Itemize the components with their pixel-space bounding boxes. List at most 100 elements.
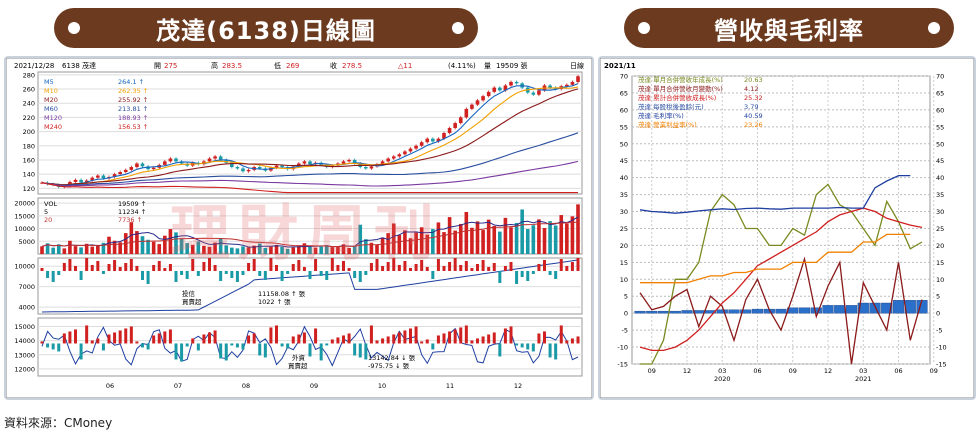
right-chart-title: 營收與毛利率 (714, 16, 864, 45)
trust-net-bar (291, 263, 295, 271)
candle-body (576, 76, 580, 82)
candle-body (514, 81, 519, 84)
foreign-net-bar (129, 326, 133, 344)
volume-legend-value: 11234 ↑ (118, 208, 146, 216)
foreign-net-bar (436, 335, 440, 344)
trust-net-bar (196, 270, 200, 276)
volume-bar (319, 246, 323, 254)
foreign-net-bar (141, 343, 144, 348)
revenue-left-tick-label: 30 (620, 208, 628, 216)
price-tick-label: 240 (23, 100, 35, 108)
trust-net-bar (392, 257, 396, 271)
eps-bar (775, 308, 787, 314)
trust-net-bar (347, 267, 351, 271)
foreign-net-bar (431, 343, 435, 350)
candle-body (369, 166, 374, 169)
price-tick-label: 180 (23, 142, 35, 150)
eps-bar (681, 310, 693, 314)
eps-bar (728, 309, 740, 314)
volume-bar (576, 204, 580, 254)
eps-bar (751, 308, 764, 314)
candle-body (397, 154, 402, 157)
foreign-net-bar (280, 343, 284, 347)
trust-net-bar (515, 270, 519, 284)
foreign-label: 外資 (292, 353, 306, 362)
candle-body (447, 128, 452, 133)
candle-body (537, 90, 541, 95)
daily-x-tick-label: 10 (378, 382, 386, 390)
watermark: 理財周刊 (170, 199, 442, 269)
volume-bar (313, 247, 318, 254)
foreign-net-bar (107, 334, 111, 344)
foreign-net-bar (503, 328, 507, 344)
trust-net-bar (425, 266, 429, 271)
trust-net-bar (129, 258, 133, 271)
trust-net-bar (224, 270, 228, 274)
candle-body (481, 96, 485, 101)
foreign-net-bar (498, 343, 502, 357)
candle-body (129, 167, 134, 170)
volume-bar (358, 224, 363, 254)
volume-bar (285, 248, 290, 254)
foreign-net-bar (319, 343, 323, 361)
volume-bar (157, 244, 162, 254)
foreign-net-bar (57, 343, 61, 352)
revenue-right-tick-label: 45 (936, 157, 944, 165)
price-tick-label: 260 (23, 86, 35, 94)
foreign-net-bar (258, 343, 262, 356)
candle-body (241, 168, 245, 172)
candle-body (230, 162, 234, 168)
trust-net-bar (537, 263, 541, 271)
trust-tick-label: 7000 (18, 283, 35, 291)
ma-legend-value: 255.92 ↑ (118, 96, 148, 104)
open-value: 275 (164, 62, 177, 70)
foreign-net-bar (392, 334, 396, 344)
revenue-right-tick-label: 20 (936, 242, 944, 250)
banner-dot-left (68, 22, 80, 34)
volume-bar (224, 245, 229, 254)
foreign-net-bar (168, 329, 172, 344)
revenue-right-tick-label: 0 (936, 310, 940, 318)
trust-net-bar (325, 270, 329, 280)
revenue-right-tick-label: -5 (936, 327, 942, 335)
volume-bar (542, 228, 547, 254)
foreign-net-bar (68, 331, 72, 344)
candle-body (302, 161, 307, 164)
revenue-left-tick-label: 15 (620, 259, 628, 267)
revenue-legend-name: 茂達 單月合併營收月變動(%) (638, 84, 723, 93)
revenue-legend-name: 茂達 每股稅後盈餘(元) (638, 102, 704, 111)
trust-net-bar (168, 263, 172, 271)
revenue-x-tick-label: 09 (930, 367, 938, 375)
trust-net-bar (503, 265, 507, 271)
trust-net-bar (565, 265, 569, 271)
trust-net-bar (397, 264, 401, 271)
volume-tick-label: 20000 (14, 200, 35, 208)
foreign-net-bar (314, 328, 318, 344)
candle-body (207, 158, 212, 162)
foreign-net-bar (230, 343, 234, 346)
foreign-cumulative-label: 買賣超 (288, 361, 308, 370)
volume-bar (179, 238, 184, 254)
candle-body (475, 100, 480, 105)
daily-x-tick-label: 11 (446, 382, 454, 390)
volume-bar (408, 238, 413, 254)
trust-net-bar (280, 270, 284, 281)
foreign-net-bar (135, 341, 139, 344)
revenue-right-tick-label: 55 (936, 123, 944, 131)
volume-bar (291, 247, 296, 254)
candle-body (425, 138, 430, 143)
foreign-net-bar (185, 343, 189, 347)
candle-body (168, 158, 173, 162)
revenue-legend-value: 4.12 (744, 85, 758, 93)
revenue-year-label: 2021 (855, 375, 872, 383)
trust-net-bar (269, 257, 273, 271)
foreign-net-bar (509, 326, 513, 344)
revenue-left-tick-label: 20 (620, 242, 628, 250)
volume-bar (84, 243, 89, 254)
volume-bar (520, 209, 524, 254)
volume-bar (241, 246, 245, 254)
foreign-net-bar (157, 333, 161, 344)
trust-net-bar (241, 270, 245, 275)
candle-body (235, 167, 240, 169)
